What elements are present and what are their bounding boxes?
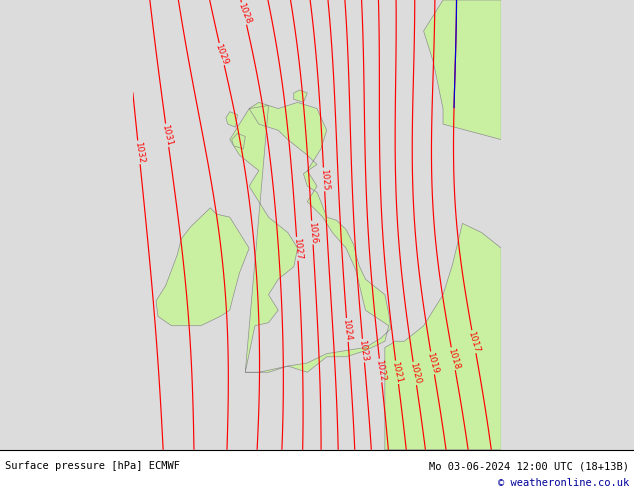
Text: 1032: 1032 [133, 141, 145, 164]
Polygon shape [156, 208, 249, 326]
Text: 1026: 1026 [307, 221, 318, 244]
Text: Surface pressure [hPa] ECMWF: Surface pressure [hPa] ECMWF [5, 461, 180, 471]
Polygon shape [230, 102, 391, 372]
Text: 1027: 1027 [292, 237, 303, 260]
Text: 1024: 1024 [342, 318, 353, 342]
Text: 1018: 1018 [446, 347, 461, 370]
Text: 1025: 1025 [319, 168, 330, 191]
Polygon shape [226, 112, 238, 127]
Text: 1031: 1031 [160, 123, 174, 147]
Text: 1017: 1017 [467, 330, 481, 354]
Text: 1021: 1021 [391, 361, 404, 384]
Text: 1020: 1020 [408, 362, 422, 385]
Polygon shape [294, 90, 307, 102]
Text: 1023: 1023 [358, 339, 370, 362]
Text: 1029: 1029 [214, 42, 230, 66]
Text: Mo 03-06-2024 12:00 UTC (18+13B): Mo 03-06-2024 12:00 UTC (18+13B) [429, 461, 629, 471]
Text: 1022: 1022 [374, 359, 387, 382]
Polygon shape [385, 223, 501, 450]
Text: 1028: 1028 [236, 1, 252, 25]
Text: © weatheronline.co.uk: © weatheronline.co.uk [498, 478, 629, 488]
Polygon shape [231, 133, 245, 149]
Text: 1019: 1019 [425, 351, 440, 375]
Polygon shape [424, 0, 501, 140]
